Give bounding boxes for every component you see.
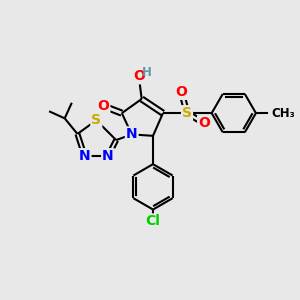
Text: CH₃: CH₃ xyxy=(272,107,295,120)
Text: O: O xyxy=(98,99,109,113)
Text: N: N xyxy=(102,149,114,163)
Text: O: O xyxy=(133,69,145,83)
Text: H: H xyxy=(142,65,152,79)
Text: N: N xyxy=(79,149,91,163)
Text: S: S xyxy=(91,113,101,127)
Text: N: N xyxy=(126,128,138,141)
Text: O: O xyxy=(176,85,187,99)
Text: O: O xyxy=(198,116,210,130)
Text: S: S xyxy=(182,106,192,120)
Text: Cl: Cl xyxy=(146,214,160,228)
